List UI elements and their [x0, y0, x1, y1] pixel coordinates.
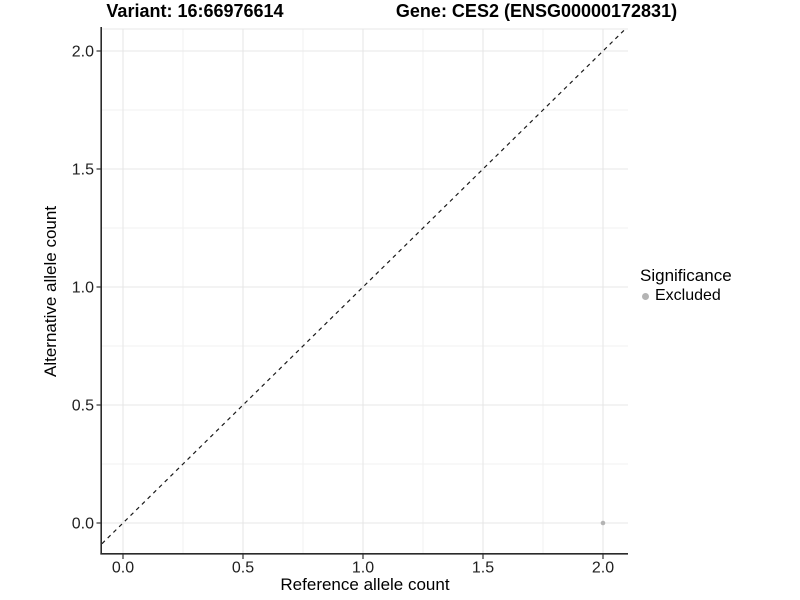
- x-axis-title: Reference allele count: [280, 575, 450, 594]
- y-tick-label: 1.5: [72, 162, 94, 179]
- x-tick-label: 1.0: [352, 560, 374, 577]
- y-tick-label: 0.5: [72, 398, 94, 415]
- legend-point-icon: [642, 292, 649, 300]
- x-tick-label: 2.0: [592, 560, 614, 577]
- x-tick-label: 0.5: [232, 560, 254, 577]
- y-tick-label: 0.0: [72, 516, 94, 533]
- x-tick-label: 0.0: [112, 560, 134, 577]
- legend-title: Significance: [640, 266, 732, 285]
- data-point-excluded: [600, 520, 606, 526]
- y-tick-label: 1.0: [72, 280, 94, 297]
- variant-title: Variant: 16:66976614: [106, 1, 284, 21]
- identity-dashed-line: [101, 28, 626, 545]
- legend-item-excluded: Excluded: [638, 287, 732, 305]
- legend-item-label: Excluded: [655, 287, 721, 304]
- legend: Significance Excluded: [638, 266, 732, 305]
- y-tick-label: 2.0: [72, 44, 94, 61]
- x-tick-label: 1.5: [472, 560, 494, 577]
- gene-title: Gene: CES2 (ENSG00000172831): [395, 1, 678, 21]
- y-axis-title: Alternative allele count: [41, 205, 60, 377]
